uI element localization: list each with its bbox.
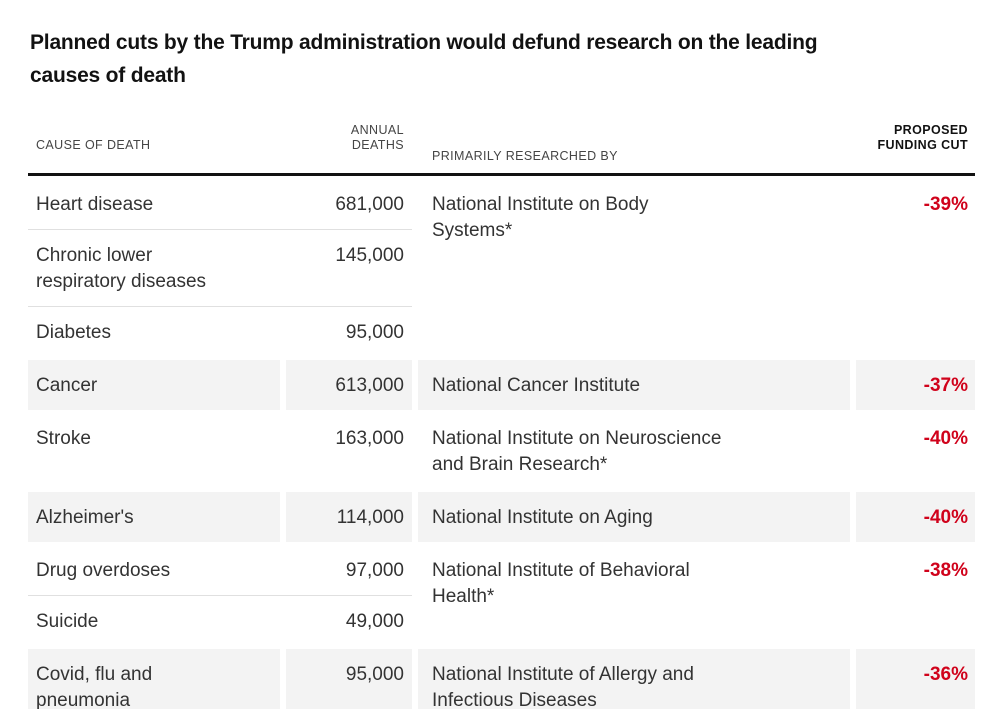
column-header-primarily-researched-by: PRIMARILY RESEARCHED BY bbox=[432, 149, 618, 163]
annual-deaths-cell: 613,000 bbox=[286, 360, 412, 410]
table-row: Heart disease 681,000 bbox=[28, 179, 412, 230]
funding-cut-cell: -40% bbox=[923, 428, 968, 449]
cause-of-death-label: Diabetes bbox=[36, 322, 111, 343]
table-row: Drug overdoses 97,000 bbox=[28, 545, 412, 596]
cause-of-death-label: Cancer bbox=[36, 375, 98, 396]
research-institute-cell: National Institute on Body Systems* bbox=[432, 194, 649, 241]
annual-deaths-cell: 681,000 bbox=[335, 194, 404, 215]
annual-deaths-cell: 97,000 bbox=[345, 560, 404, 581]
table-row-group: Heart disease 681,000 Chronic lower respir… bbox=[28, 179, 975, 357]
table-row-group: Covid, flu and pneumonia 95,000 National I… bbox=[28, 649, 975, 709]
annual-deaths-cell: 49,000 bbox=[345, 611, 404, 632]
page-title: Planned cuts by the Trump administration… bbox=[30, 31, 818, 87]
causes-block: Heart disease 681,000 Chronic lower respir… bbox=[28, 179, 412, 357]
causes-block: Covid, flu and pneumonia 95,000 bbox=[28, 649, 412, 709]
table-row-group: Drug overdoses 97,000 Suicide 49,000 Nationa… bbox=[28, 545, 975, 646]
table-row: Suicide 49,000 bbox=[28, 596, 412, 646]
cause-of-death-cell: Alzheimer's bbox=[28, 492, 280, 542]
column-header-cause-of-death: CAUSE OF DEATH bbox=[36, 138, 151, 152]
table-row: Cancer 613,000 bbox=[28, 360, 412, 410]
research-institute-cell: National Institute on Aging bbox=[418, 492, 850, 542]
cause-of-death-label: Chronic lower respiratory diseases bbox=[36, 245, 207, 292]
cause-of-death-label: Suicide bbox=[36, 611, 99, 632]
research-institute-cell: National Institute of Behavioral Health* bbox=[432, 560, 690, 607]
cause-of-death-cell: Drug overdoses bbox=[28, 545, 241, 595]
cause-of-death-cell: Covid, flu and pneumonia bbox=[28, 649, 280, 709]
research-institute-cell: National Cancer Institute bbox=[418, 360, 850, 410]
cause-of-death-cell: Heart disease bbox=[28, 179, 241, 229]
cause-of-death-label: Alzheimer's bbox=[36, 507, 134, 528]
column-header-annual-deaths: ANNUAL DEATHS bbox=[350, 123, 404, 152]
cause-of-death-label: Drug overdoses bbox=[36, 560, 171, 581]
annual-deaths-cell: 114,000 bbox=[286, 492, 412, 542]
table-row: Alzheimer's 114,000 bbox=[28, 492, 412, 542]
funding-cut-cell: -38% bbox=[923, 560, 968, 581]
annual-deaths-cell: 95,000 bbox=[345, 322, 404, 343]
cause-of-death-cell: Suicide bbox=[28, 596, 241, 646]
table-body: Heart disease 681,000 Chronic lower respir… bbox=[28, 176, 975, 709]
causes-block: Stroke 163,000 bbox=[28, 413, 412, 489]
table-row-group: Cancer 613,000 National Cancer Institute -3… bbox=[28, 360, 975, 410]
causes-block: Cancer 613,000 bbox=[28, 360, 412, 410]
funding-cut-cell: -40% bbox=[856, 492, 975, 542]
research-institute-cell: National Institute on Neuroscience and B… bbox=[432, 428, 722, 475]
causes-block: Drug overdoses 97,000 Suicide 49,000 bbox=[28, 545, 412, 646]
cause-of-death-cell: Chronic lower respiratory diseases bbox=[28, 230, 241, 306]
header-left-columns: CAUSE OF DEATH ANNUAL DEATHS bbox=[28, 110, 412, 164]
research-institute-cell: National Institute of Allergy and Infect… bbox=[418, 649, 850, 709]
table-row: Covid, flu and pneumonia 95,000 bbox=[28, 649, 412, 709]
cause-of-death-label: Stroke bbox=[36, 428, 91, 449]
annual-deaths-cell: 95,000 bbox=[286, 649, 412, 709]
annual-deaths-cell: 163,000 bbox=[335, 428, 404, 449]
table-row-group: Alzheimer's 114,000 National Institute on … bbox=[28, 492, 975, 542]
funding-cut-cell: -39% bbox=[923, 194, 968, 215]
column-header-proposed-funding-cut: PROPOSED FUNDING CUT bbox=[877, 123, 968, 152]
cause-of-death-cell: Cancer bbox=[28, 360, 280, 410]
table-header-row: CAUSE OF DEATH ANNUAL DEATHS PRIMARILY R… bbox=[28, 110, 975, 176]
table-row: Chronic lower respiratory diseases 145,00… bbox=[28, 230, 412, 307]
causes-block: Alzheimer's 114,000 bbox=[28, 492, 412, 542]
funding-cut-cell: -37% bbox=[856, 360, 975, 410]
funding-cut-cell: -36% bbox=[856, 649, 975, 709]
cause-of-death-label: Covid, flu and pneumonia bbox=[36, 664, 153, 709]
cause-of-death-cell: Stroke bbox=[28, 413, 241, 463]
cause-of-death-cell: Diabetes bbox=[28, 307, 241, 357]
table-row: Stroke 163,000 bbox=[28, 413, 412, 463]
annual-deaths-cell: 145,000 bbox=[335, 245, 404, 266]
table-row-group: Stroke 163,000 National Institute on Neuro… bbox=[28, 413, 975, 489]
cause-of-death-label: Heart disease bbox=[36, 194, 154, 215]
table-row: Diabetes 95,000 bbox=[28, 307, 412, 357]
table-container: Planned cuts by the Trump administration… bbox=[28, 0, 975, 709]
